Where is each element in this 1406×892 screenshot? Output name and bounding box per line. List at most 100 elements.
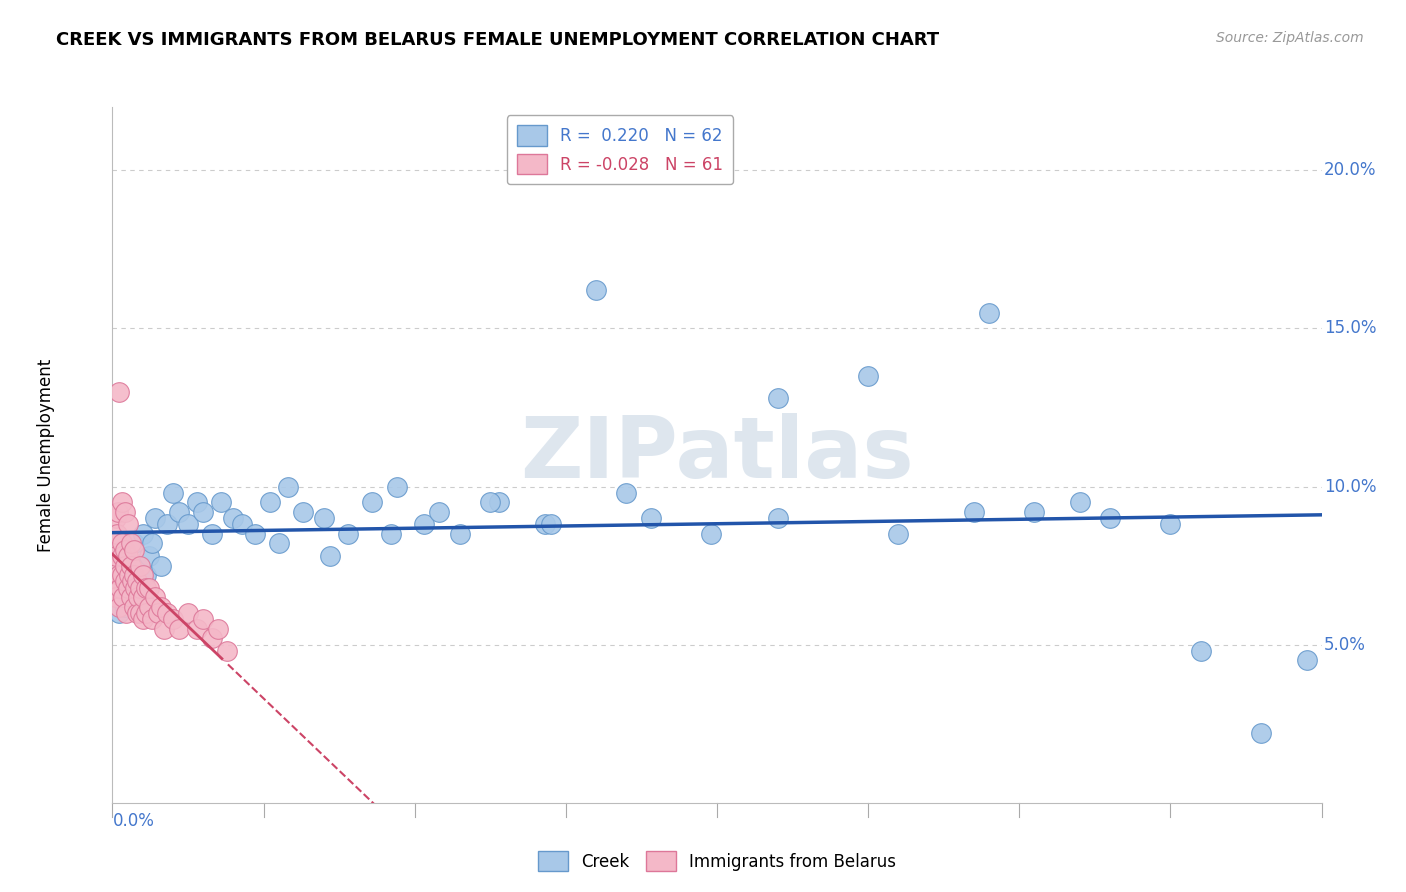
Point xyxy=(105,527,128,541)
Point xyxy=(120,591,142,605)
Point xyxy=(177,517,200,532)
Point xyxy=(167,622,190,636)
Point xyxy=(412,517,434,532)
Point xyxy=(231,517,253,532)
Point xyxy=(122,542,145,557)
Point xyxy=(479,495,502,509)
Point xyxy=(107,505,129,519)
Point xyxy=(149,558,172,573)
Point xyxy=(427,505,450,519)
Point xyxy=(128,606,150,620)
Point xyxy=(104,581,127,595)
Point xyxy=(156,517,179,532)
Point xyxy=(122,536,145,550)
Point xyxy=(138,599,160,614)
Point xyxy=(110,495,132,509)
Point xyxy=(267,536,290,550)
Text: 10.0%: 10.0% xyxy=(1324,477,1376,496)
Point xyxy=(1250,726,1272,740)
Point xyxy=(122,599,145,614)
Point xyxy=(103,558,125,573)
Point xyxy=(314,511,336,525)
Point xyxy=(110,568,132,582)
Point xyxy=(156,606,179,620)
Point xyxy=(1189,644,1212,658)
Point xyxy=(128,558,150,573)
Point xyxy=(1024,505,1046,519)
Point xyxy=(107,568,129,582)
Point xyxy=(108,384,131,399)
Point xyxy=(191,505,214,519)
Point xyxy=(209,495,232,509)
Point xyxy=(640,511,662,525)
Point xyxy=(125,606,148,620)
Point xyxy=(217,644,239,658)
Point xyxy=(135,568,157,582)
Point xyxy=(114,599,136,614)
Point xyxy=(120,536,142,550)
Point xyxy=(162,612,184,626)
Point xyxy=(380,527,402,541)
Point xyxy=(149,599,172,614)
Point xyxy=(361,495,384,509)
Point xyxy=(112,591,135,605)
Point xyxy=(186,495,208,509)
Point xyxy=(259,495,281,509)
Text: ZIPatlas: ZIPatlas xyxy=(520,413,914,497)
Point xyxy=(138,581,160,595)
Point xyxy=(114,542,136,557)
Point xyxy=(533,517,555,532)
Point xyxy=(766,391,789,405)
Point xyxy=(856,368,880,383)
Point xyxy=(277,479,299,493)
Point xyxy=(201,527,224,541)
Point xyxy=(201,632,224,646)
Point xyxy=(132,527,155,541)
Point xyxy=(132,568,155,582)
Point xyxy=(127,591,149,605)
Point xyxy=(449,527,471,541)
Point xyxy=(121,574,143,589)
Point xyxy=(385,479,408,493)
Point xyxy=(125,574,148,589)
Point xyxy=(291,505,314,519)
Point xyxy=(616,486,638,500)
Point xyxy=(1069,495,1091,509)
Point xyxy=(1159,517,1181,532)
Point xyxy=(132,591,155,605)
Point xyxy=(186,622,208,636)
Point xyxy=(977,305,1000,319)
Point xyxy=(128,581,150,595)
Point xyxy=(110,542,132,557)
Point xyxy=(120,558,142,573)
Point xyxy=(111,549,134,563)
Point xyxy=(117,517,139,532)
Point xyxy=(117,591,139,605)
Point xyxy=(138,549,160,563)
Point xyxy=(143,591,166,605)
Point xyxy=(1098,511,1121,525)
Point xyxy=(110,536,132,550)
Point xyxy=(337,527,360,541)
Point xyxy=(141,612,163,626)
Point xyxy=(125,558,148,573)
Point xyxy=(146,606,169,620)
Point xyxy=(132,612,155,626)
Point xyxy=(585,284,607,298)
Text: Source: ZipAtlas.com: Source: ZipAtlas.com xyxy=(1216,31,1364,45)
Point xyxy=(177,606,200,620)
Point xyxy=(114,505,136,519)
Point xyxy=(122,568,145,582)
Legend: Creek, Immigrants from Belarus: Creek, Immigrants from Belarus xyxy=(531,845,903,878)
Text: 15.0%: 15.0% xyxy=(1324,319,1376,337)
Text: CREEK VS IMMIGRANTS FROM BELARUS FEMALE UNEMPLOYMENT CORRELATION CHART: CREEK VS IMMIGRANTS FROM BELARUS FEMALE … xyxy=(56,31,939,49)
Point xyxy=(104,511,127,525)
Text: 20.0%: 20.0% xyxy=(1324,161,1376,179)
Point xyxy=(108,581,131,595)
Point xyxy=(118,568,141,582)
Point xyxy=(191,612,214,626)
Point xyxy=(319,549,342,563)
Point xyxy=(128,581,150,595)
Point xyxy=(222,511,245,525)
Text: Female Unemployment: Female Unemployment xyxy=(37,359,55,551)
